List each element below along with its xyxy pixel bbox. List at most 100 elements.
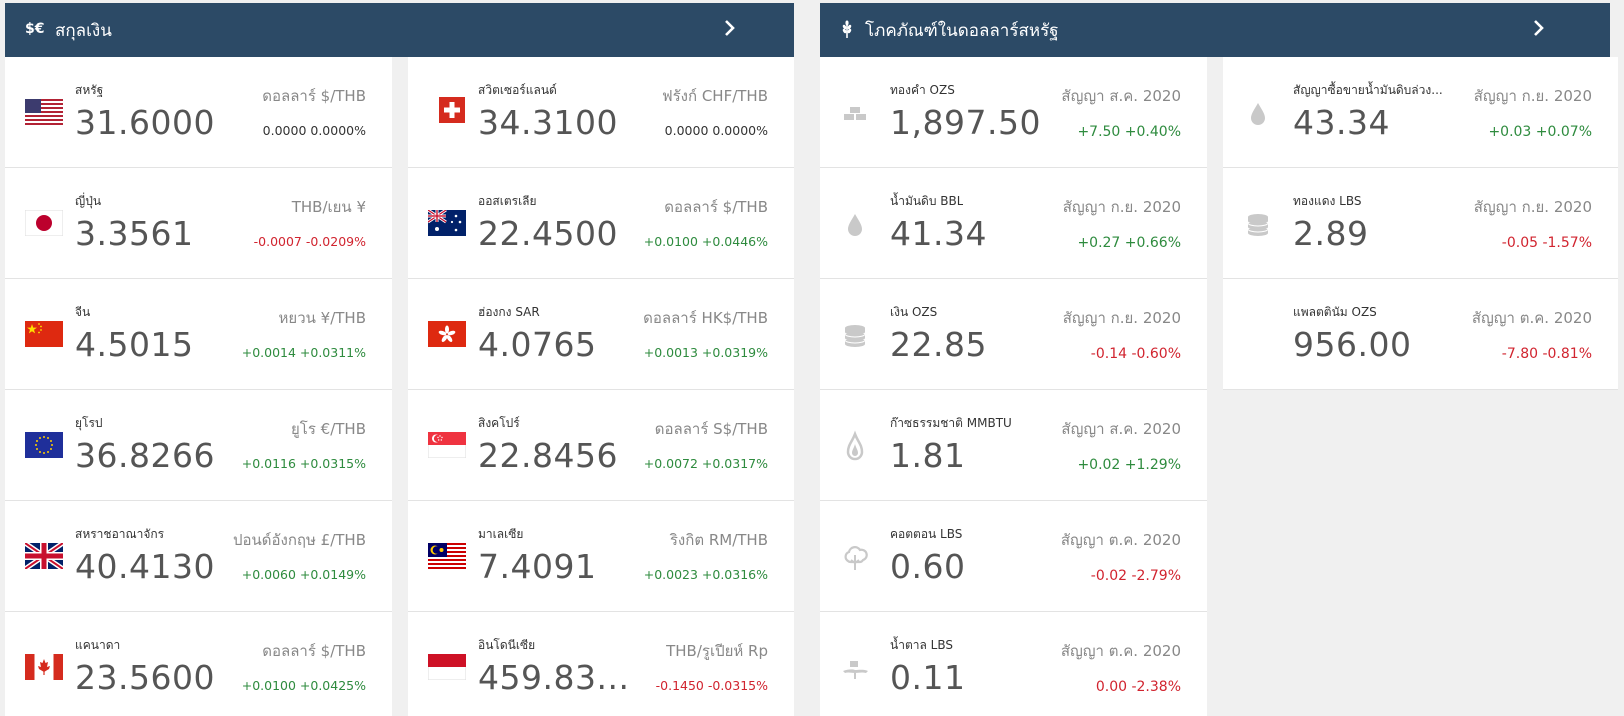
divider xyxy=(820,278,1207,279)
coins-stack-icon xyxy=(838,319,872,353)
commodity-card-platinum[interactable]: แพลตตินัม OZS 956.00 สัญญา ต.ค. 2020 -7.… xyxy=(1223,279,1618,389)
commodity-name: สัญญาซื้อขายน้ำมันดิบล่วง... xyxy=(1293,83,1443,97)
currency-change: +0.0100 +0.0425% xyxy=(241,678,366,693)
currency-card-cny[interactable]: จีน 4.5015 หยวน ¥/THB +0.0014 +0.0311% xyxy=(5,279,392,389)
divider xyxy=(820,389,1207,390)
commodity-change: -0.05 -1.57% xyxy=(1501,235,1592,251)
commodity-name: ทองคำ OZS xyxy=(890,83,955,97)
commodity-panel: โภคภัณฑ์ในดอลลาร์สหรัฐ ทองคำ OZS 1,897.5… xyxy=(820,3,1618,716)
commodity-price: 1,897.50 xyxy=(890,103,1041,142)
currency-rate: 4.5015 xyxy=(75,325,194,364)
commodity-card-cotton[interactable]: คอตตอน LBS 0.60 สัญญา ต.ค. 2020 -0.02 -2… xyxy=(820,501,1207,611)
commodity-change: +7.50 +0.40% xyxy=(1077,124,1181,140)
divider xyxy=(5,278,392,279)
currency-name: ญี่ปุ่น xyxy=(75,194,102,208)
commodity-price: 2.89 xyxy=(1293,214,1369,253)
chevron-right-icon[interactable] xyxy=(1532,19,1546,37)
divider xyxy=(5,167,392,168)
commodity-card-crude-futures[interactable]: สัญญาซื้อขายน้ำมันดิบล่วง... 43.34 สัญญา… xyxy=(1223,57,1618,167)
commodity-card-silver[interactable]: เงิน OZS 22.85 สัญญา ก.ย. 2020 -0.14 -0.… xyxy=(820,279,1207,389)
currency-name: อินโดนีเซีย xyxy=(478,638,536,652)
divider xyxy=(408,611,794,612)
currency-panel-title: สกุลเงิน xyxy=(55,21,112,41)
divider xyxy=(1223,167,1618,168)
commodity-contract: สัญญา ก.ย. 2020 xyxy=(1473,87,1592,105)
currency-unit: THB/รูเปียห์ Rp xyxy=(666,642,768,660)
currency-change: +0.0116 +0.0315% xyxy=(241,456,366,471)
flame-icon xyxy=(838,430,872,464)
divider xyxy=(820,611,1207,612)
divider xyxy=(1223,389,1618,390)
commodity-name: เงิน OZS xyxy=(890,305,938,319)
currency-rate: 31.6000 xyxy=(75,103,215,142)
divider xyxy=(5,611,392,612)
divider xyxy=(820,500,1207,501)
currency-card-jpy[interactable]: ญี่ปุ่น 3.3561 THB/เยน ¥ -0.0007 -0.0209… xyxy=(5,168,392,278)
uk-flag-icon xyxy=(25,543,63,569)
commodity-panel-title: โภคภัณฑ์ในดอลลาร์สหรัฐ xyxy=(865,21,1059,41)
currency-card-sgd[interactable]: สิงคโปร์ 22.8456 ดอลลาร์ S$/THB +0.0072 … xyxy=(408,390,794,500)
commodity-price: 0.60 xyxy=(890,547,966,586)
currency-card-chf[interactable]: สวิตเซอร์แลนด์ 34.3100 ฟรังก์ CHF/THB 0.… xyxy=(408,57,794,167)
currency-name: มาเลเซีย xyxy=(478,527,524,541)
currency-card-cad[interactable]: แคนาดา 23.5600 ดอลลาร์ $/THB +0.0100 +0.… xyxy=(5,612,392,716)
commodity-change: 0.00 -2.38% xyxy=(1095,679,1181,695)
commodity-panel-header[interactable]: โภคภัณฑ์ในดอลลาร์สหรัฐ xyxy=(820,3,1610,57)
commodity-name: น้ำตาล LBS xyxy=(890,638,953,652)
commodity-card-gold[interactable]: ทองคำ OZS 1,897.50 สัญญา ส.ค. 2020 +7.50… xyxy=(820,57,1207,167)
currency-name: ฮ่องกง SAR xyxy=(478,305,540,319)
currency-card-hkd[interactable]: ฮ่องกง SAR 4.0765 ดอลลาร์ HK$/THB +0.001… xyxy=(408,279,794,389)
currency-rate: 36.8266 xyxy=(75,436,215,475)
commodity-card-sugar[interactable]: น้ำตาล LBS 0.11 สัญญา ต.ค. 2020 0.00 -2.… xyxy=(820,612,1207,716)
malaysia-flag-icon xyxy=(428,543,466,569)
currency-panel-header[interactable]: $€ สกุลเงิน xyxy=(5,3,794,57)
indonesia-flag-icon xyxy=(428,654,466,680)
currency-change: +0.0072 +0.0317% xyxy=(643,456,768,471)
commodity-name: น้ำมันดิบ BBL xyxy=(890,194,964,208)
currency-card-idr[interactable]: อินโดนีเซีย 459.83... THB/รูเปียห์ Rp -0… xyxy=(408,612,794,716)
commodity-card-natural-gas[interactable]: ก๊าซธรรมชาติ MMBTU 1.81 สัญญา ส.ค. 2020 … xyxy=(820,390,1207,500)
hongkong-flag-icon xyxy=(428,321,466,347)
divider xyxy=(820,167,1207,168)
commodity-change: +0.02 +1.29% xyxy=(1077,457,1181,473)
commodity-change: +0.03 +0.07% xyxy=(1488,124,1592,140)
currency-card-eur[interactable]: ยุโรป 36.8266 ยูโร €/THB +0.0116 +0.0315… xyxy=(5,390,392,500)
currency-change: +0.0023 +0.0316% xyxy=(643,567,768,582)
gold-bars-icon xyxy=(838,97,872,131)
commodity-change: -0.02 -2.79% xyxy=(1090,568,1181,584)
currency-unit: ปอนด์อังกฤษ £/THB xyxy=(232,531,366,549)
commodity-contract: สัญญา ก.ย. 2020 xyxy=(1062,198,1181,216)
commodity-price: 43.34 xyxy=(1293,103,1390,142)
currency-change: +0.0013 +0.0319% xyxy=(643,345,768,360)
coins-stack-icon xyxy=(1241,208,1275,242)
divider xyxy=(408,167,794,168)
commodity-change: -0.14 -0.60% xyxy=(1090,346,1181,362)
currency-unit: ดอลลาร์ $/THB xyxy=(262,642,366,660)
currency-unit: ฟรังก์ CHF/THB xyxy=(661,87,768,105)
currency-name: ยุโรป xyxy=(75,416,103,430)
divider xyxy=(408,500,794,501)
currency-unit: ริงกิต RM/THB xyxy=(669,531,768,549)
commodity-name: ก๊าซธรรมชาติ MMBTU xyxy=(890,416,1012,430)
chevron-right-icon[interactable] xyxy=(723,19,737,37)
currency-card-gbp[interactable]: สหราชอาณาจักร 40.4130 ปอนด์อังกฤษ £/THB … xyxy=(5,501,392,611)
currency-card-myr[interactable]: มาเลเซีย 7.4091 ริงกิต RM/THB +0.0023 +0… xyxy=(408,501,794,611)
commodity-card-crude-oil[interactable]: น้ำมันดิบ BBL 41.34 สัญญา ก.ย. 2020 +0.2… xyxy=(820,168,1207,278)
currency-unit: หยวน ¥/THB xyxy=(278,309,366,327)
currency-name: สหราชอาณาจักร xyxy=(75,527,165,541)
currency-rate: 34.3100 xyxy=(478,103,618,142)
canada-flag-icon xyxy=(25,654,63,680)
japan-flag-icon xyxy=(25,210,63,236)
currency-card-usd[interactable]: สหรัฐ 31.6000 ดอลลาร์ $/THB 0.0000 0.000… xyxy=(5,57,392,167)
currency-change: -0.1450 -0.0315% xyxy=(655,678,768,693)
commodity-card-copper[interactable]: ทองแดง LBS 2.89 สัญญา ก.ย. 2020 -0.05 -1… xyxy=(1223,168,1618,278)
currency-card-aud[interactable]: ออสเตรเลีย 22.4500 ดอลลาร์ $/THB +0.0100… xyxy=(408,168,794,278)
us-flag-icon xyxy=(25,99,63,125)
commodity-change: +0.27 +0.66% xyxy=(1077,235,1181,251)
eu-flag-icon xyxy=(25,432,63,458)
commodity-price: 41.34 xyxy=(890,214,987,253)
currency-change: +0.0014 +0.0311% xyxy=(241,345,366,360)
column-gutter xyxy=(392,57,408,716)
australia-flag-icon xyxy=(428,210,466,236)
china-flag-icon xyxy=(25,321,63,347)
